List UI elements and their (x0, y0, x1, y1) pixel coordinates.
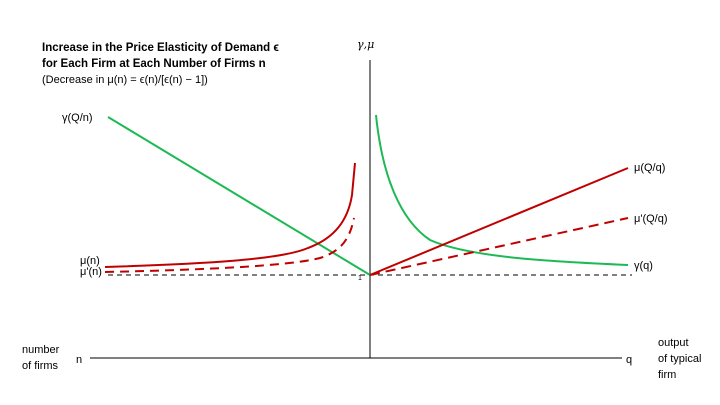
left-axis-symbol: n (76, 354, 82, 366)
label-mu-Qq: μ(Q/q) (634, 162, 665, 174)
left-axis-label-line-2: of firms (22, 360, 59, 372)
title-line-2: for Each Firm at Each Number of Firms n (42, 58, 266, 70)
title-line-3: (Decrease in μ(n) = ϵ(n)/[ϵ(n) − 1]) (42, 74, 208, 86)
mu-prime-Qq-curve (369, 217, 629, 276)
mu-n-curve (104, 162, 356, 268)
label-gamma-Qn: γ(Q/n) (62, 112, 93, 124)
gamma-q-curve (375, 114, 629, 266)
right-axis-label-line-2: of typical (658, 353, 701, 365)
gamma-Qn-curve (107, 116, 371, 276)
left-axis-label-line-1: number (22, 344, 60, 356)
vertical-axis-label: γ,μ (357, 38, 374, 51)
right-axis-label-line-1: output (658, 337, 689, 349)
label-mu-prime-n: μ'(n) (80, 266, 102, 278)
unit-tick-label: 1 (358, 275, 362, 282)
title-line-1: Increase in the Price Elasticity of Dema… (42, 42, 279, 54)
mu-Qq-curve (369, 167, 629, 276)
label-gamma-q: γ(q) (634, 260, 653, 272)
label-mu-prime-Qq: μ'(Q/q) (634, 213, 668, 225)
label-mu-n: μ(n) (80, 255, 100, 267)
right-axis-symbol: q (626, 354, 632, 366)
right-axis-label-line-3: firm (658, 369, 676, 381)
mu-prime-n-curve (104, 217, 355, 273)
